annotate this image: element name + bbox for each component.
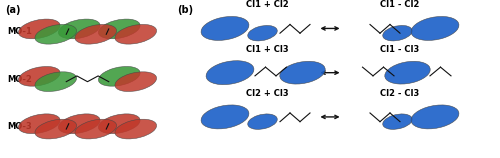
Ellipse shape (18, 114, 60, 134)
Ellipse shape (58, 19, 100, 39)
Text: (b): (b) (178, 5, 194, 15)
Ellipse shape (248, 114, 278, 129)
Text: CI1 - CI3: CI1 - CI3 (380, 45, 420, 54)
Ellipse shape (98, 67, 140, 86)
Text: CI2 - CI3: CI2 - CI3 (380, 89, 420, 98)
Ellipse shape (411, 105, 459, 129)
Ellipse shape (18, 67, 60, 86)
Text: CI1 - CI2: CI1 - CI2 (380, 0, 420, 9)
Ellipse shape (35, 119, 76, 139)
Ellipse shape (98, 114, 140, 134)
Ellipse shape (75, 119, 116, 139)
Ellipse shape (115, 24, 156, 44)
Ellipse shape (280, 61, 325, 84)
Ellipse shape (248, 25, 278, 41)
Ellipse shape (201, 16, 249, 40)
Ellipse shape (35, 24, 76, 44)
Ellipse shape (206, 61, 254, 85)
Ellipse shape (115, 119, 156, 139)
Text: CI1 + CI2: CI1 + CI2 (246, 0, 289, 9)
Ellipse shape (382, 25, 412, 41)
Ellipse shape (411, 16, 459, 40)
Ellipse shape (58, 114, 100, 134)
Ellipse shape (18, 19, 60, 39)
Text: CI1 + CI3: CI1 + CI3 (246, 45, 289, 54)
Text: MO-2: MO-2 (8, 75, 32, 83)
Ellipse shape (382, 114, 412, 129)
Ellipse shape (98, 19, 140, 39)
Ellipse shape (75, 24, 116, 44)
Ellipse shape (115, 72, 156, 91)
Ellipse shape (385, 61, 430, 84)
Text: MO-3: MO-3 (8, 122, 32, 131)
Ellipse shape (35, 72, 76, 91)
Text: CI2 + CI3: CI2 + CI3 (246, 89, 289, 98)
Text: MO-1: MO-1 (8, 27, 32, 36)
Text: (a): (a) (5, 5, 20, 15)
Ellipse shape (201, 105, 249, 129)
